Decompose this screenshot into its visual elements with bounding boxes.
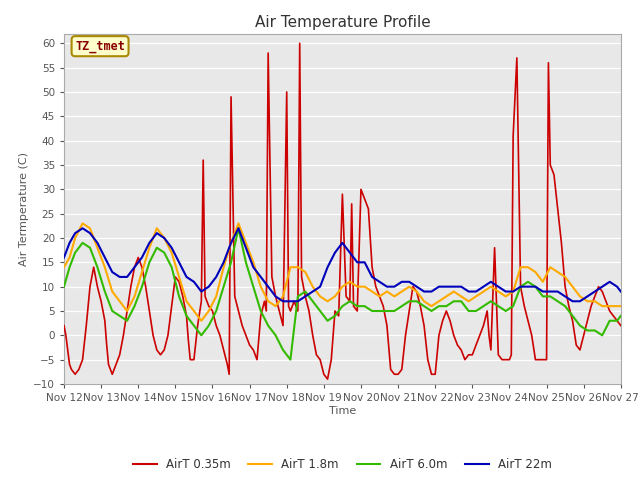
X-axis label: Time: Time [329,406,356,416]
Y-axis label: Air Termperature (C): Air Termperature (C) [19,152,29,266]
Legend: AirT 0.35m, AirT 1.8m, AirT 6.0m, AirT 22m: AirT 0.35m, AirT 1.8m, AirT 6.0m, AirT 2… [128,454,557,476]
Title: Air Temperature Profile: Air Temperature Profile [255,15,430,30]
Text: TZ_tmet: TZ_tmet [75,40,125,53]
